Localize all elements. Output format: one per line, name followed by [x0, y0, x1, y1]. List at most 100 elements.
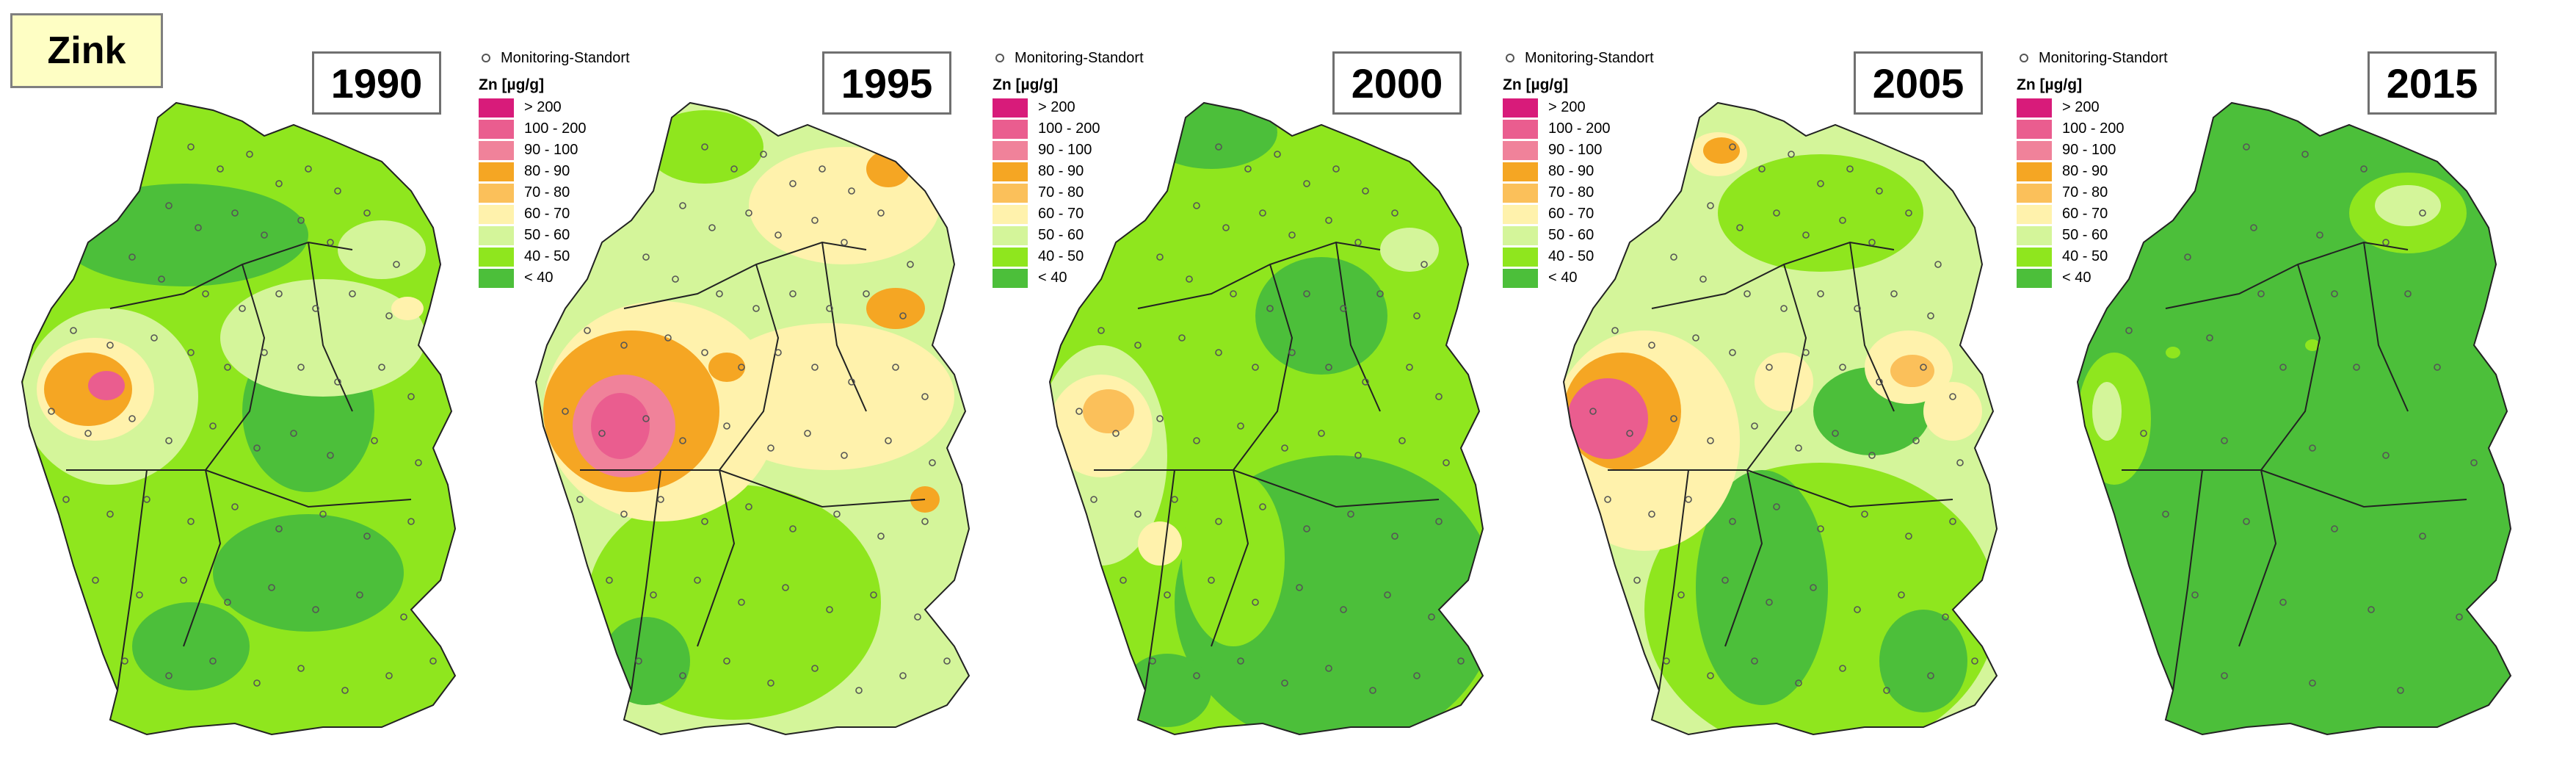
legend-class: 60 - 70 [1503, 203, 1679, 225]
legend-class: 70 - 80 [2017, 182, 2193, 203]
legend-1: Monitoring-Standort Zn [µg/g] > 200 100 … [479, 48, 655, 289]
legend-class: 90 - 100 [2017, 140, 2193, 161]
legend-unit-label: Zn [µg/g] [1503, 76, 1569, 93]
legend-swatch [993, 225, 1028, 245]
legend-swatch [2017, 183, 2052, 203]
map-panel-2015: 2015 [2056, 0, 2569, 780]
legend-swatch [1503, 268, 1538, 288]
legend-swatch [993, 247, 1028, 267]
legend-site-entry: Monitoring-Standort [479, 48, 655, 68]
legend-3: Monitoring-Standort Zn [µg/g] > 200 100 … [1503, 48, 1679, 289]
legend-site-entry: Monitoring-Standort [993, 48, 1169, 68]
legend-swatch [1503, 162, 1538, 181]
site-marker-icon [1506, 54, 1514, 62]
legend-swatch [993, 98, 1028, 118]
site-marker-icon [482, 54, 490, 62]
legend-class: 50 - 60 [1503, 225, 1679, 246]
legend-swatch [479, 247, 514, 267]
map-panel-2005: 2005 [1542, 0, 2056, 780]
legend-class: 60 - 70 [993, 203, 1169, 225]
legend-unit-label: Zn [µg/g] [993, 76, 1059, 93]
legend-swatch [479, 98, 514, 118]
legend-swatch [2017, 268, 2052, 288]
legend-class: 70 - 80 [479, 182, 655, 203]
legend-class: > 200 [993, 97, 1169, 118]
legend-class: 50 - 60 [479, 225, 655, 246]
year-label: 2015 [2368, 51, 2497, 115]
map-panel-2000: 2000 [1028, 0, 1542, 780]
legend-class: 100 - 200 [1503, 118, 1679, 140]
legend-class: 80 - 90 [2017, 161, 2193, 182]
legend-class: > 200 [1503, 97, 1679, 118]
legend-swatch [2017, 162, 2052, 181]
legend-swatch [1503, 247, 1538, 267]
legend-class: 80 - 90 [479, 161, 655, 182]
legend-class: 100 - 200 [993, 118, 1169, 140]
legend-class: 40 - 50 [2017, 246, 2193, 267]
year-label: 1990 [312, 51, 441, 115]
legend-swatch [993, 204, 1028, 224]
legend-class: 60 - 70 [479, 203, 655, 225]
year-label: 2005 [1854, 51, 1983, 115]
legend-swatch [479, 268, 514, 288]
legend-swatch [1503, 119, 1538, 139]
year-label: 2000 [1332, 51, 1462, 115]
legend-class: 40 - 50 [993, 246, 1169, 267]
site-marker-icon [2020, 54, 2028, 62]
legend-2: Monitoring-Standort Zn [µg/g] > 200 100 … [993, 48, 1169, 289]
legend-swatch [479, 140, 514, 160]
map-panel-1990: 1990 [0, 0, 514, 780]
legend-unit-label: Zn [µg/g] [2017, 76, 2083, 93]
legend-swatch [479, 119, 514, 139]
legend-swatch [993, 268, 1028, 288]
legend-swatch [993, 183, 1028, 203]
site-marker-icon [995, 54, 1004, 62]
legend-swatch [479, 204, 514, 224]
legend-class: 90 - 100 [1503, 140, 1679, 161]
legend-site-entry: Monitoring-Standort [2017, 48, 2193, 68]
legend-class: < 40 [2017, 267, 2193, 289]
germany-map-2005 [1562, 101, 1998, 736]
map-series-title: Zink [10, 13, 163, 88]
legend-swatch [2017, 204, 2052, 224]
legend-swatch [479, 225, 514, 245]
legend-swatch [2017, 119, 2052, 139]
germany-map-2000 [1048, 101, 1484, 736]
legend-swatch [1503, 225, 1538, 245]
legend-class: 100 - 200 [479, 118, 655, 140]
legend-swatch [2017, 140, 2052, 160]
year-label: 1995 [822, 51, 951, 115]
legend-site-entry: Monitoring-Standort [1503, 48, 1679, 68]
legend-swatch [993, 119, 1028, 139]
legend-class: < 40 [993, 267, 1169, 289]
legend-swatch [2017, 225, 2052, 245]
legend-swatch [1503, 140, 1538, 160]
legend-swatch [2017, 247, 2052, 267]
legend-swatch [1503, 183, 1538, 203]
legend-class: 80 - 90 [993, 161, 1169, 182]
legend-class: < 40 [479, 267, 655, 289]
legend-unit-label: Zn [µg/g] [479, 76, 545, 93]
legend-class: 80 - 90 [1503, 161, 1679, 182]
legend-swatch [1503, 98, 1538, 118]
legend-class: 70 - 80 [1503, 182, 1679, 203]
legend-class: 100 - 200 [2017, 118, 2193, 140]
legend-swatch [993, 162, 1028, 181]
legend-swatch [993, 140, 1028, 160]
legend-class: 70 - 80 [993, 182, 1169, 203]
legend-class: > 200 [479, 97, 655, 118]
legend-class: 50 - 60 [2017, 225, 2193, 246]
germany-map-2015 [2076, 101, 2512, 736]
legend-4: Monitoring-Standort Zn [µg/g] > 200 100 … [2017, 48, 2193, 289]
legend-swatch [2017, 98, 2052, 118]
legend-class: 40 - 50 [479, 246, 655, 267]
legend-class: 40 - 50 [1503, 246, 1679, 267]
germany-map-1990 [21, 101, 457, 736]
legend-class: < 40 [1503, 267, 1679, 289]
map-panel-1995: 1995 [514, 0, 1028, 780]
germany-map-1995 [534, 101, 970, 736]
legend-class: 90 - 100 [479, 140, 655, 161]
legend-swatch [479, 162, 514, 181]
legend-class: 60 - 70 [2017, 203, 2193, 225]
legend-swatch [479, 183, 514, 203]
